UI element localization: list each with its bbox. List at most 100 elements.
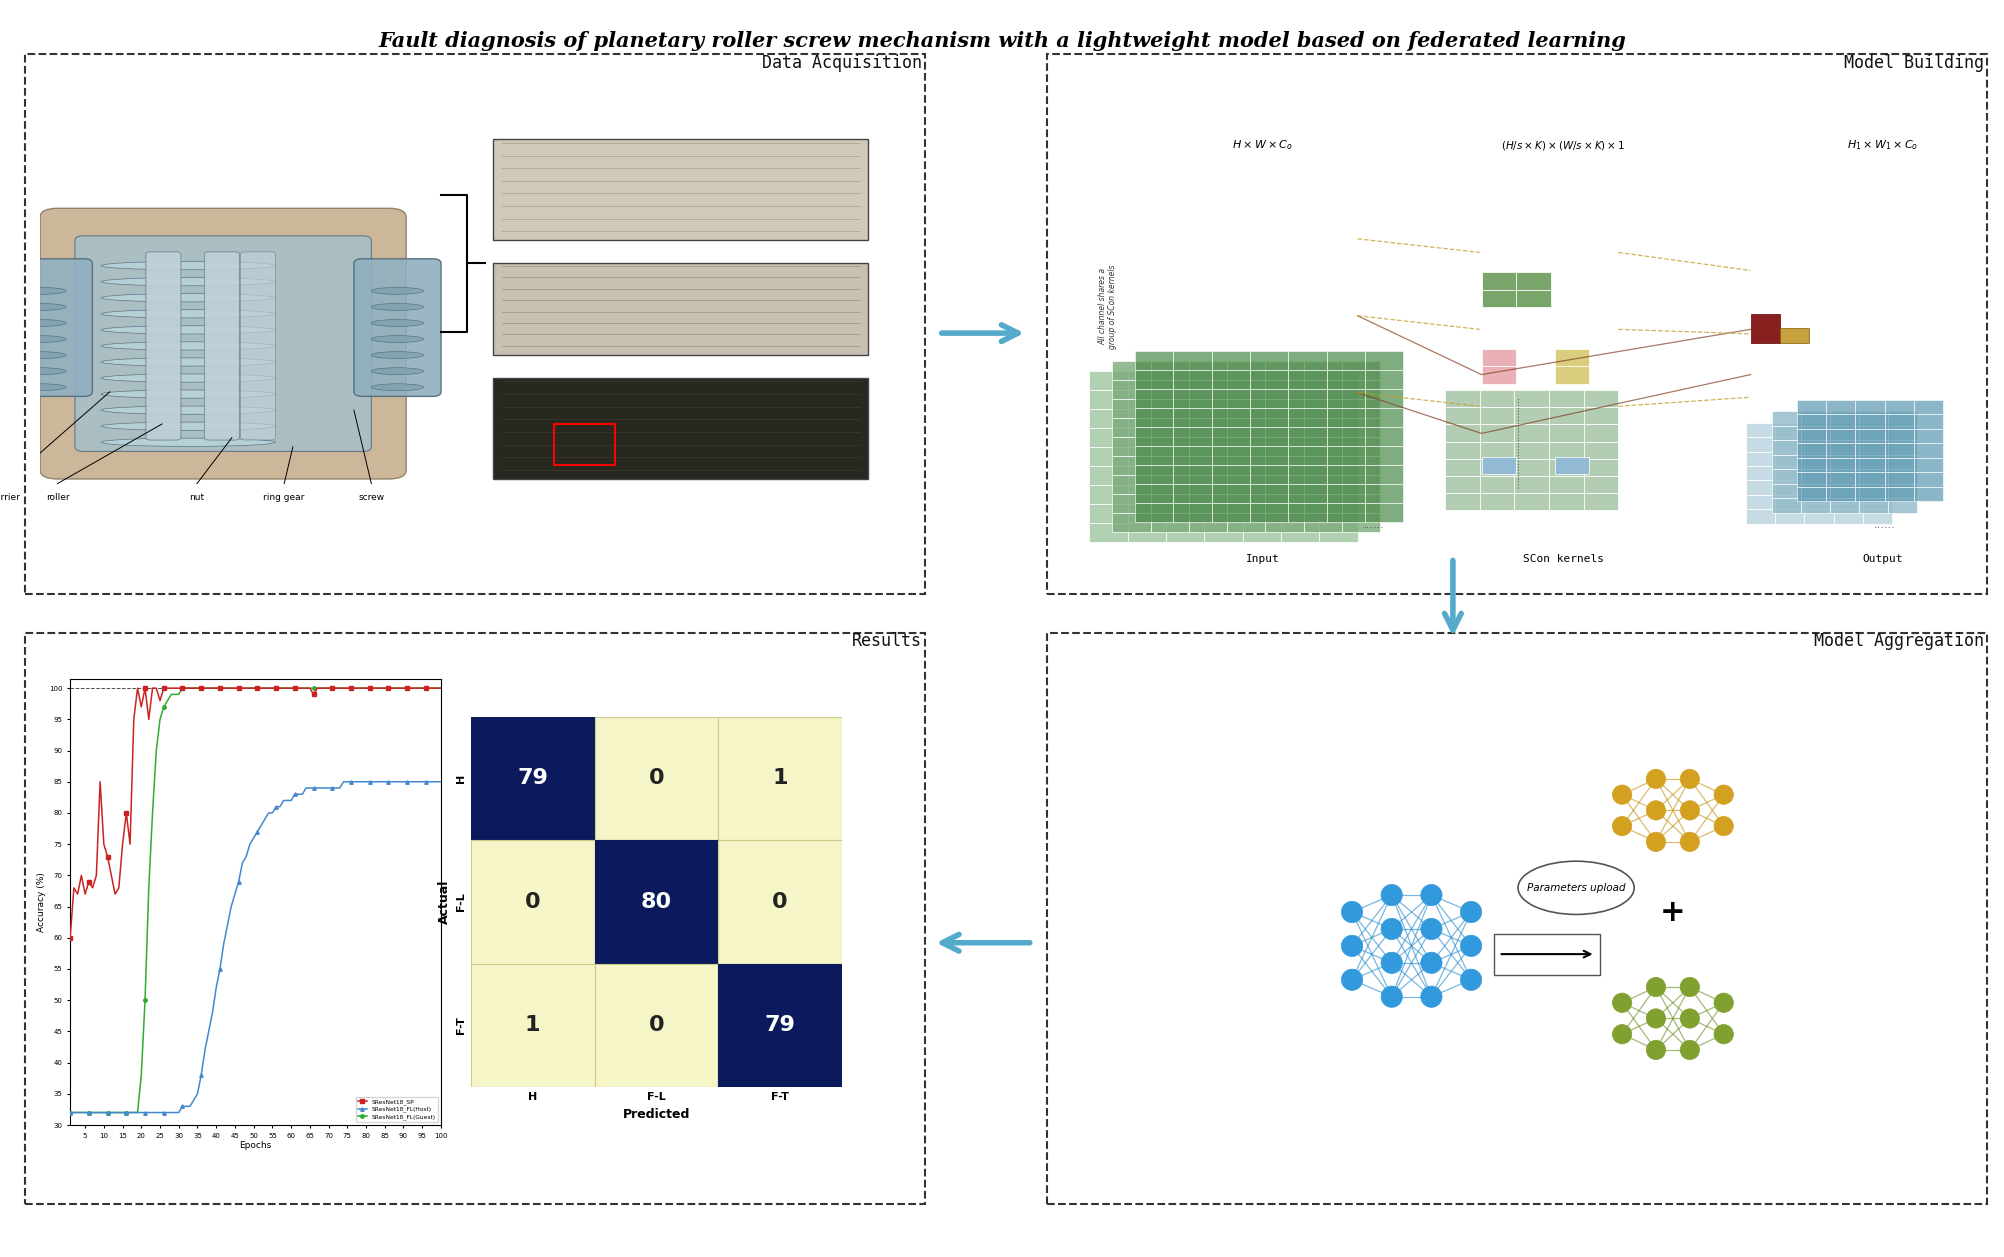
Bar <box>1365 390 1403 409</box>
Text: roller: roller <box>46 493 70 502</box>
Bar <box>1128 409 1166 427</box>
Bar <box>1515 493 1549 510</box>
Bar <box>1289 465 1327 484</box>
Circle shape <box>1679 1041 1699 1060</box>
Text: Model Aggregation: Model Aggregation <box>1814 632 1984 650</box>
Circle shape <box>1613 817 1631 836</box>
Bar <box>1772 484 1802 498</box>
Bar <box>1281 409 1319 427</box>
Bar <box>1112 380 1150 398</box>
Bar <box>1343 475 1381 494</box>
Bar <box>1834 495 1862 509</box>
Bar <box>1242 390 1281 409</box>
Bar <box>1134 351 1174 370</box>
Bar <box>1884 473 1914 486</box>
Bar <box>1479 407 1515 425</box>
Bar <box>1343 513 1381 532</box>
Bar <box>1802 426 1830 440</box>
Bar <box>1319 485 1357 504</box>
Bar <box>1776 466 1804 480</box>
Bar <box>1445 441 1479 459</box>
Bar <box>1265 456 1305 475</box>
Bar <box>1798 458 1826 473</box>
SResNet18_FL(Host) <box>429 774 453 789</box>
Ellipse shape <box>1517 861 1633 914</box>
Text: Results: Results <box>852 632 922 650</box>
Bar <box>1281 504 1319 523</box>
Circle shape <box>1613 993 1631 1012</box>
Bar <box>717 840 842 964</box>
Bar <box>1305 475 1343 494</box>
Ellipse shape <box>14 319 66 327</box>
Ellipse shape <box>14 352 66 358</box>
Bar <box>1884 444 1914 458</box>
Bar <box>1479 493 1515 510</box>
Bar <box>1226 380 1265 398</box>
Circle shape <box>1461 901 1481 923</box>
Bar <box>1305 380 1343 398</box>
SResNet18_SP <box>148 693 172 708</box>
Circle shape <box>1381 885 1403 906</box>
Bar <box>1804 466 1834 480</box>
Line: SResNet18_FL(Host): SResNet18_FL(Host) <box>68 781 443 1114</box>
Bar <box>1150 398 1188 419</box>
Bar <box>1265 419 1305 437</box>
Ellipse shape <box>14 288 66 294</box>
Bar <box>1242 427 1281 447</box>
Bar <box>1305 361 1343 380</box>
Bar <box>1884 429 1914 444</box>
Bar <box>1226 494 1265 513</box>
Bar <box>1365 370 1403 390</box>
FancyBboxPatch shape <box>74 236 371 451</box>
Bar <box>1884 415 1914 429</box>
Bar <box>1804 495 1834 509</box>
Bar <box>1128 390 1166 409</box>
Bar <box>717 716 842 840</box>
Bar <box>1798 400 1826 415</box>
Bar <box>1265 380 1305 398</box>
Bar <box>1265 475 1305 494</box>
Y-axis label: Accuracy (%): Accuracy (%) <box>38 872 46 931</box>
FancyBboxPatch shape <box>355 259 441 396</box>
Bar <box>1174 427 1212 446</box>
Circle shape <box>1713 1024 1733 1043</box>
Bar <box>1212 370 1250 390</box>
Circle shape <box>1645 1009 1665 1028</box>
Text: ......: ...... <box>1363 520 1385 530</box>
Bar <box>1212 446 1250 465</box>
Bar <box>1128 427 1166 447</box>
Bar <box>1479 441 1515 459</box>
Bar <box>1914 458 1944 473</box>
Bar <box>1772 469 1802 484</box>
Bar <box>1776 451 1804 466</box>
Bar <box>1250 351 1289 370</box>
Bar <box>471 716 595 840</box>
Bar <box>1150 494 1188 513</box>
Bar <box>1860 455 1888 469</box>
Bar <box>1856 444 1884 458</box>
Bar <box>1174 503 1212 522</box>
Bar <box>1250 446 1289 465</box>
Bar <box>1289 409 1327 427</box>
Bar <box>1343 398 1381 419</box>
Ellipse shape <box>14 303 66 310</box>
Bar <box>1549 425 1583 441</box>
Bar <box>1134 484 1174 503</box>
Bar <box>1150 513 1188 532</box>
Bar <box>1242 409 1281 427</box>
SResNet18_FL(Guest) <box>253 680 277 695</box>
Bar <box>1583 407 1619 425</box>
Text: $H_1 \times W_1 \times C_o$: $H_1 \times W_1 \times C_o$ <box>1848 138 1918 152</box>
Circle shape <box>1461 935 1481 957</box>
Bar <box>1150 361 1188 380</box>
Text: ......: ...... <box>1874 520 1896 530</box>
Circle shape <box>1713 784 1733 804</box>
Bar <box>1319 371 1357 390</box>
Bar <box>1226 419 1265 437</box>
Bar <box>1134 503 1174 522</box>
Bar <box>1250 484 1289 503</box>
Bar <box>1212 351 1250 370</box>
Bar <box>1860 469 1888 484</box>
Bar <box>555 424 615 465</box>
Bar <box>1479 476 1515 493</box>
